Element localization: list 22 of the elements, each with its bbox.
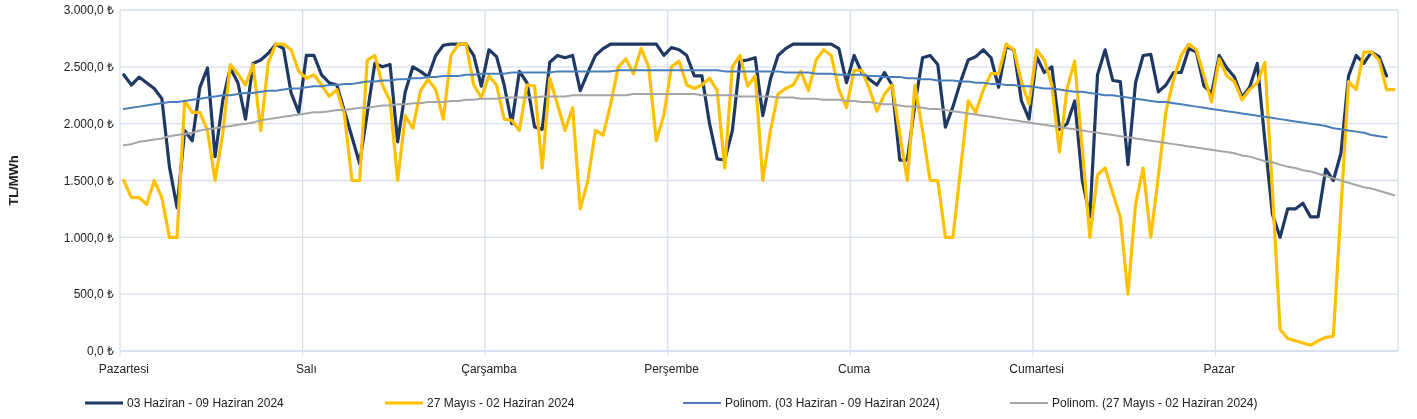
x-tick-label: Cumartesi — [1009, 362, 1064, 376]
x-tick-label: Pazartesi — [98, 362, 149, 376]
y-tick-label: 3.000,0 ₺ — [63, 3, 114, 18]
line-series — [122, 42, 1396, 347]
y-tick-label: 1.500,0 ₺ — [63, 173, 114, 188]
legend-label: Polinom. (03 Haziran - 09 Haziran 2024) — [725, 396, 940, 411]
y-axis-title: TL/MWh — [6, 155, 21, 206]
x-tick-label: Perşembe — [644, 362, 700, 376]
legend-label: 03 Haziran - 09 Haziran 2024 — [127, 396, 285, 411]
y-tick-label: 2.500,0 ₺ — [63, 60, 114, 75]
legend-label: Polinom. (27 Mayıs - 02 Haziran 2024) — [1052, 396, 1258, 411]
y-tick-label: 0,0 ₺ — [86, 344, 114, 359]
x-tick-label: Çarşamba — [461, 362, 517, 376]
y-tick-label: 2.000,0 ₺ — [63, 116, 114, 131]
y-tick-label: 500,0 ₺ — [73, 287, 114, 302]
x-tick-label: Salı — [296, 362, 317, 376]
x-tick-label: Cuma — [838, 362, 871, 376]
x-tick-label: Pazar — [1203, 362, 1235, 376]
legend-label: 27 Mayıs - 02 Haziran 2024 — [427, 396, 575, 411]
y-tick-label: 1.000,0 ₺ — [63, 230, 114, 245]
line-series — [122, 93, 1396, 197]
line-series — [122, 69, 1388, 139]
